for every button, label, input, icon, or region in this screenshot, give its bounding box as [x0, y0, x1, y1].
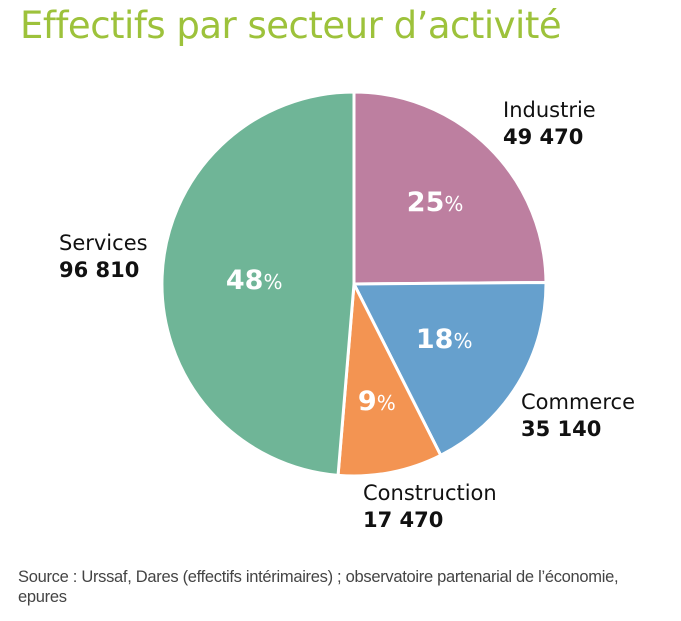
pie-slice-industrie — [352, 90, 548, 286]
pie-slice-services — [160, 90, 356, 477]
percent-label-services: 48% — [226, 265, 283, 296]
pie-slice-construction — [336, 282, 443, 478]
slice-name: Commerce — [521, 390, 635, 414]
slice-value: 35 140 — [521, 417, 602, 441]
source-note: Source : Urssaf, Dares (effectifs intéri… — [18, 568, 619, 606]
slice-name: Services — [59, 231, 148, 255]
label-services: Services 96 810 — [59, 230, 148, 284]
label-construction: Construction 17 470 — [363, 480, 497, 534]
label-industrie: Industrie 49 470 — [503, 97, 596, 151]
chart-title: Effectifs par secteur d’activité — [20, 4, 562, 47]
slice-value: 17 470 — [363, 508, 444, 532]
slice-name: Construction — [363, 481, 497, 505]
pie-slice-commerce — [352, 280, 548, 457]
percent-label-commerce: 18% — [416, 324, 473, 355]
slice-value: 49 470 — [503, 125, 584, 149]
slice-value: 96 810 — [59, 258, 140, 282]
slice-name: Industrie — [503, 98, 596, 122]
percent-label-construction: 9% — [358, 386, 396, 417]
percent-label-industrie: 25% — [407, 187, 464, 218]
label-commerce: Commerce 35 140 — [521, 389, 635, 443]
